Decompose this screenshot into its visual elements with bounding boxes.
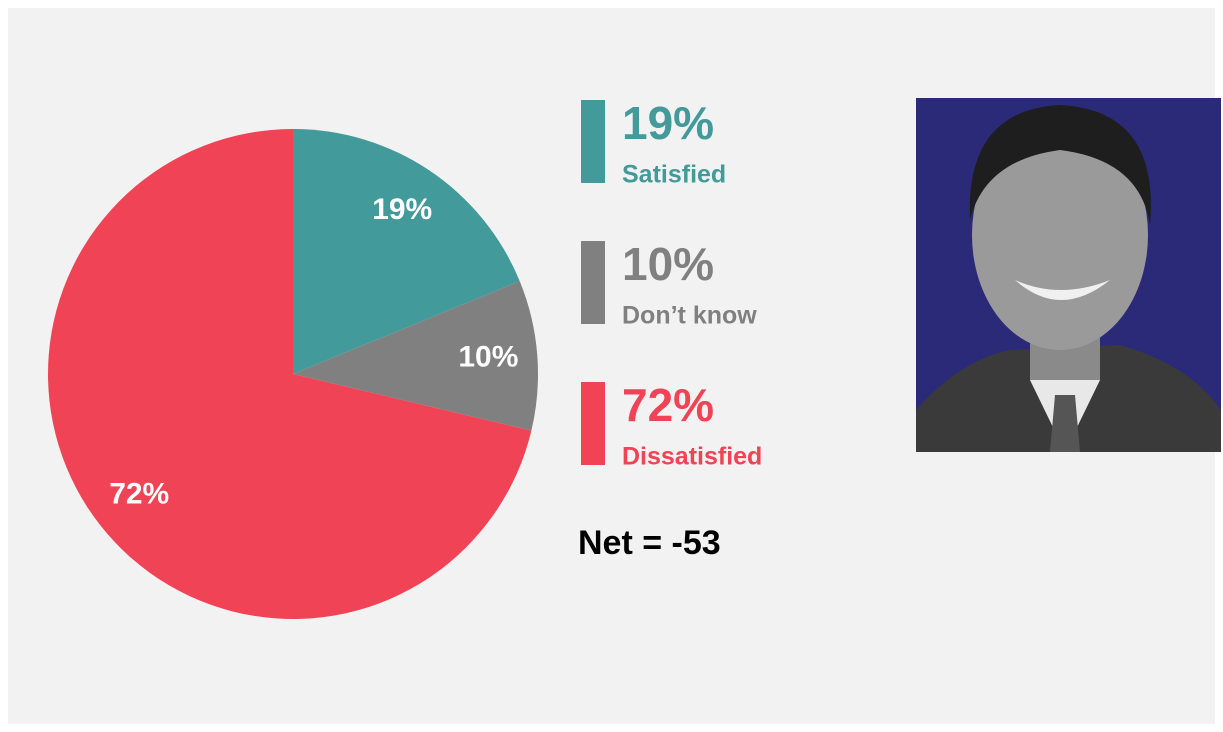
- slice-label: 10%: [458, 341, 518, 374]
- portrait-smile: [1015, 280, 1110, 300]
- pie-slice: [293, 281, 538, 431]
- pie-slice: [47, 129, 532, 619]
- net-annotation: Net = -53: [578, 524, 721, 562]
- legend-swatch: [581, 241, 605, 324]
- pie-slice: [293, 129, 520, 374]
- legend-value: 72%: [622, 379, 714, 431]
- legend-label: Don’t know: [622, 302, 757, 330]
- legend-value: 10%: [622, 238, 714, 290]
- legend-swatch: [581, 100, 605, 183]
- portrait-hair: [969, 105, 1151, 225]
- portrait: [916, 98, 1221, 452]
- legend-label: Dissatisfied: [622, 443, 762, 471]
- portrait-tie: [1050, 395, 1080, 452]
- legend-swatch: [581, 382, 605, 465]
- slice-label: 72%: [109, 477, 169, 510]
- legend-value: 19%: [622, 97, 714, 149]
- portrait-face: [972, 120, 1148, 350]
- slice-label: 19%: [372, 193, 432, 226]
- legend-label: Satisfied: [622, 161, 726, 189]
